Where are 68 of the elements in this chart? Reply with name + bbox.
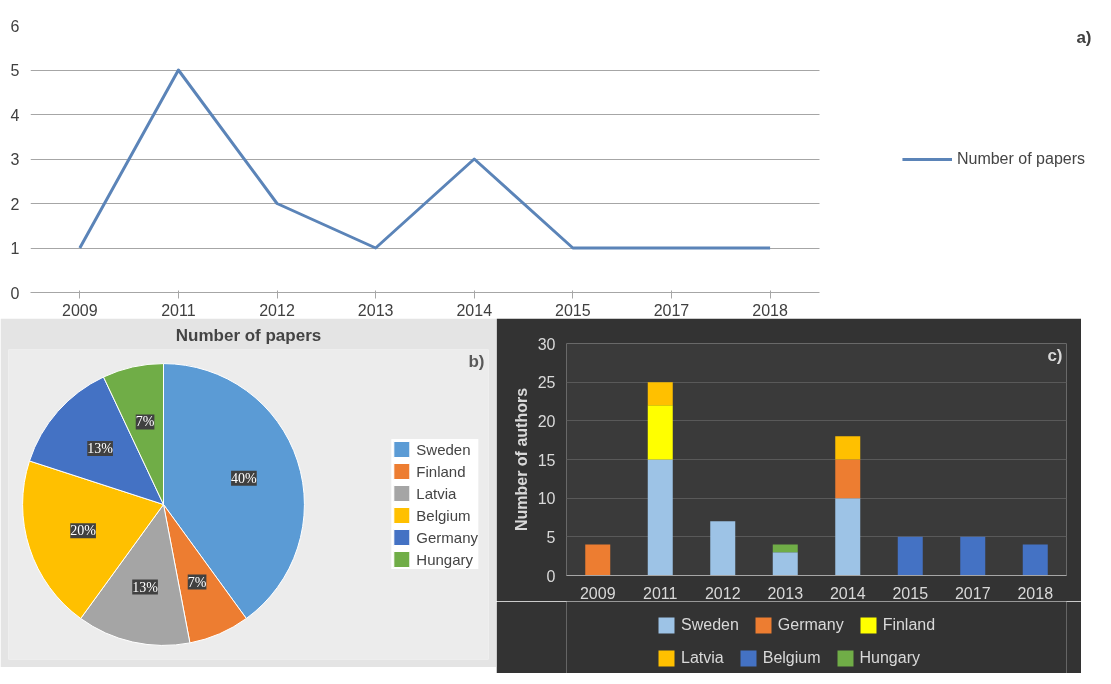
x-tick-label: 2018	[752, 301, 788, 319]
bar	[710, 521, 736, 576]
y-tick-label: 20	[537, 412, 556, 430]
bar	[897, 536, 923, 576]
x-tick-label: 2015	[892, 584, 929, 602]
data-label: 20%	[70, 523, 97, 539]
line-series	[78, 68, 772, 250]
bar	[772, 544, 798, 553]
x-tick-label: 2015	[555, 301, 591, 319]
legend-label: Sweden	[416, 440, 471, 458]
x-tick-label: 2017	[954, 584, 991, 602]
y-tick-label: 30	[537, 335, 556, 353]
x-tick-label: 2011	[161, 301, 196, 319]
x-tick-label: 2009	[579, 584, 616, 602]
x-tick-label: 2018	[1017, 584, 1054, 602]
y-tick-label: 2	[10, 195, 20, 213]
legend-label: Latvia	[416, 484, 457, 502]
legend-label: Hungary	[416, 550, 474, 568]
bar	[835, 436, 861, 460]
legend-label: Germany	[416, 528, 478, 546]
y-tick-label: 15	[537, 451, 556, 469]
y-tick-label: 5	[10, 62, 20, 79]
legend-label: Hungary	[859, 649, 920, 667]
legend-label: Germany	[777, 616, 844, 634]
y-tick-label: 3	[10, 151, 20, 168]
bar	[647, 459, 673, 576]
x-tick-label: 2012	[259, 301, 295, 319]
x-tick-label: 2014	[456, 301, 493, 319]
bar	[1022, 544, 1048, 576]
x-tick-label: 2013	[357, 301, 394, 319]
legend-label: Finland	[416, 462, 466, 480]
y-tick-label: 1	[10, 240, 20, 257]
y-tick-label: 6	[10, 17, 20, 35]
legend-label: Finland	[882, 616, 936, 634]
legend-label: Latvia	[681, 649, 724, 667]
y-tick-label: 4	[10, 106, 20, 124]
y-tick-label: 25	[537, 374, 556, 392]
x-tick-label: 2012	[704, 584, 741, 602]
bar	[647, 382, 673, 406]
data-label: 13%	[87, 441, 114, 457]
bar	[835, 498, 861, 576]
text: b)	[468, 351, 485, 371]
y-tick-label: 0	[10, 284, 20, 302]
bar	[772, 552, 798, 576]
bar	[960, 536, 986, 576]
chart-title: Number of papers	[175, 325, 322, 345]
bar	[585, 544, 611, 576]
y-axis-title: Number of authors	[512, 387, 530, 532]
y-tick-label: 10	[537, 490, 556, 508]
y-tick-label: 0	[546, 567, 556, 585]
annotation: c)	[1047, 345, 1063, 365]
data-label: 40%	[231, 470, 258, 486]
x-tick-label: 2017	[653, 301, 690, 319]
legend-label: Sweden	[681, 616, 739, 634]
x-tick-label: 2009	[62, 301, 98, 319]
data-label: 13%	[132, 579, 159, 595]
x-tick-label: 2014	[829, 584, 866, 602]
legend-label: Number of papers	[956, 149, 1085, 168]
bar	[647, 405, 673, 460]
legend-label: Belgium	[416, 506, 471, 524]
x-tick-label: 2013	[767, 584, 804, 602]
bar	[835, 459, 861, 499]
x-tick-label: 2011	[643, 584, 678, 602]
legend-label: Belgium	[762, 649, 821, 667]
y-tick-label: 5	[546, 528, 556, 546]
text: a)	[1076, 27, 1092, 47]
data-label: 7%	[135, 414, 155, 430]
data-label: 7%	[187, 574, 207, 590]
